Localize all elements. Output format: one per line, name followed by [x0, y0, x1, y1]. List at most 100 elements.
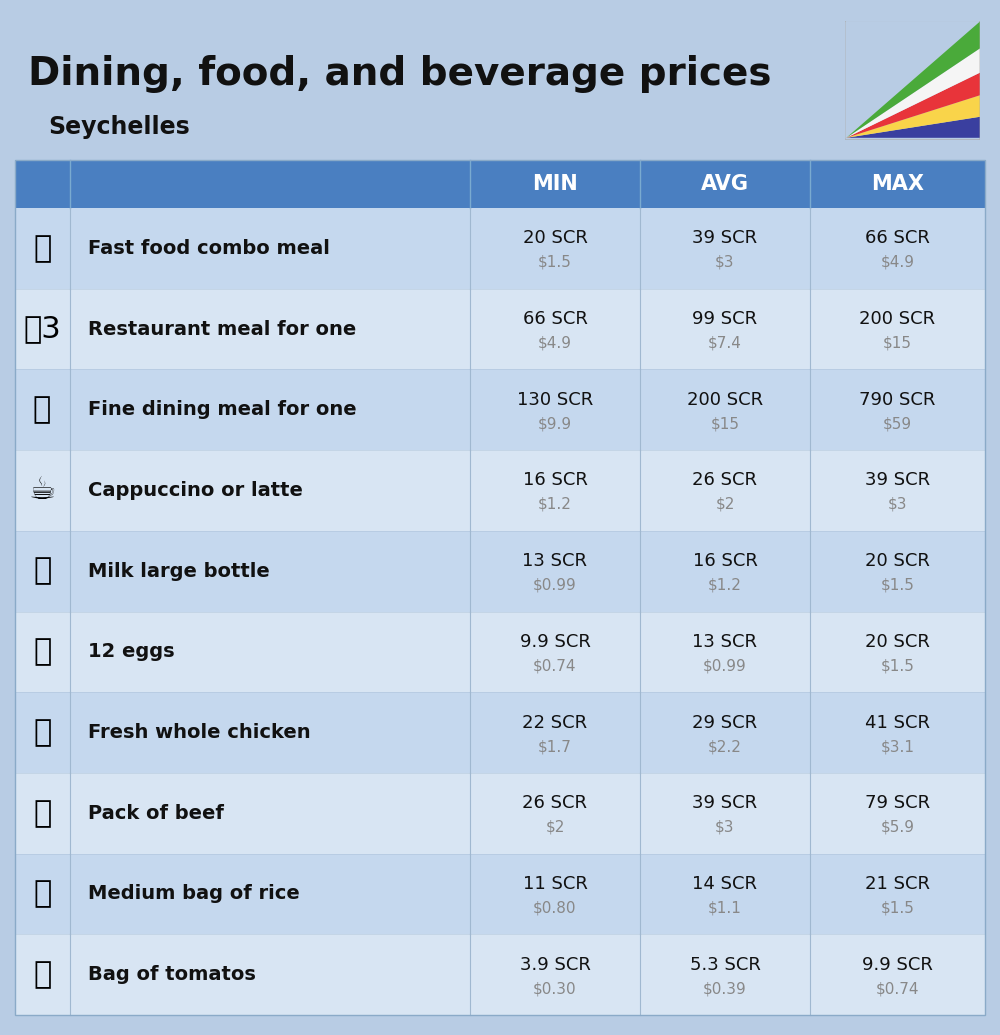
Text: 9.9 SCR: 9.9 SCR: [520, 632, 590, 651]
Polygon shape: [846, 39, 1000, 138]
Text: $59: $59: [883, 416, 912, 432]
Text: $15: $15: [710, 416, 740, 432]
Text: Medium bag of rice: Medium bag of rice: [88, 885, 300, 904]
Text: 66 SCR: 66 SCR: [523, 310, 587, 328]
Text: 20 SCR: 20 SCR: [523, 230, 587, 247]
Polygon shape: [846, 88, 1000, 138]
Text: 🍅: 🍅: [33, 960, 52, 989]
Text: 66 SCR: 66 SCR: [865, 230, 930, 247]
Text: 🌷3: 🌷3: [24, 315, 61, 344]
Text: 39 SCR: 39 SCR: [692, 794, 758, 812]
Bar: [15, 208, 985, 289]
Text: $5.9: $5.9: [881, 820, 914, 835]
Text: AVG: AVG: [701, 174, 749, 194]
Text: MIN: MIN: [532, 174, 578, 194]
Bar: [15, 160, 985, 208]
Text: $2.2: $2.2: [708, 739, 742, 755]
Text: Restaurant meal for one: Restaurant meal for one: [88, 320, 356, 338]
Text: $2: $2: [715, 497, 735, 512]
Text: $1.2: $1.2: [538, 497, 572, 512]
Text: ☕: ☕: [29, 476, 56, 505]
Bar: [15, 612, 985, 692]
Text: 21 SCR: 21 SCR: [865, 875, 930, 893]
Text: 9.9 SCR: 9.9 SCR: [862, 955, 933, 974]
Text: 29 SCR: 29 SCR: [692, 713, 758, 732]
Text: 11 SCR: 11 SCR: [523, 875, 587, 893]
Text: $1.5: $1.5: [881, 900, 914, 915]
Text: MAX: MAX: [871, 174, 924, 194]
Text: 79 SCR: 79 SCR: [865, 794, 930, 812]
Text: $1.5: $1.5: [538, 255, 572, 270]
Text: Cappuccino or latte: Cappuccino or latte: [88, 481, 303, 500]
Text: 🍚: 🍚: [33, 880, 52, 909]
Bar: [15, 160, 985, 1015]
Text: 790 SCR: 790 SCR: [859, 391, 936, 409]
Bar: [15, 450, 985, 531]
Text: 13 SCR: 13 SCR: [692, 632, 758, 651]
Text: $0.39: $0.39: [703, 981, 747, 996]
Text: 🥩: 🥩: [33, 799, 52, 828]
Text: $0.30: $0.30: [533, 981, 577, 996]
Text: $1.2: $1.2: [708, 578, 742, 593]
Polygon shape: [846, 0, 1000, 138]
Bar: [15, 369, 985, 450]
Text: 🍽️: 🍽️: [33, 395, 52, 424]
Bar: [15, 531, 985, 612]
Text: $3: $3: [888, 497, 907, 512]
Text: Bag of tomatos: Bag of tomatos: [88, 966, 256, 984]
Bar: [15, 289, 985, 369]
Text: $7.4: $7.4: [708, 335, 742, 351]
Text: $1.1: $1.1: [708, 900, 742, 915]
Text: $3: $3: [715, 820, 735, 835]
Text: 🍔: 🍔: [33, 234, 52, 263]
Text: 130 SCR: 130 SCR: [517, 391, 593, 409]
Text: 41 SCR: 41 SCR: [865, 713, 930, 732]
Text: Fresh whole chicken: Fresh whole chicken: [88, 723, 311, 742]
Text: 🥛: 🥛: [33, 557, 52, 586]
Text: 🥚: 🥚: [33, 638, 52, 667]
Polygon shape: [846, 0, 1000, 138]
Bar: [15, 692, 985, 773]
Text: 5.3 SCR: 5.3 SCR: [690, 955, 760, 974]
Text: 39 SCR: 39 SCR: [692, 230, 758, 247]
Text: $15: $15: [883, 335, 912, 351]
Text: 26 SCR: 26 SCR: [692, 472, 758, 490]
Text: Milk large bottle: Milk large bottle: [88, 562, 270, 581]
Text: Seychelles: Seychelles: [48, 115, 190, 139]
Text: 13 SCR: 13 SCR: [522, 552, 588, 570]
Text: Fine dining meal for one: Fine dining meal for one: [88, 401, 357, 419]
Text: $0.74: $0.74: [533, 658, 577, 674]
Text: Pack of beef: Pack of beef: [88, 804, 224, 823]
Text: $1.7: $1.7: [538, 739, 572, 755]
Text: $1.5: $1.5: [881, 658, 914, 674]
Text: 14 SCR: 14 SCR: [692, 875, 758, 893]
Text: 99 SCR: 99 SCR: [692, 310, 758, 328]
Polygon shape: [846, 0, 1000, 138]
Bar: [15, 854, 985, 935]
Text: $9.9: $9.9: [538, 416, 572, 432]
Text: $1.5: $1.5: [881, 578, 914, 593]
Text: Fast food combo meal: Fast food combo meal: [88, 239, 330, 258]
Text: $0.80: $0.80: [533, 900, 577, 915]
Text: $0.74: $0.74: [876, 981, 919, 996]
Text: 🍗: 🍗: [33, 718, 52, 747]
Text: $3.1: $3.1: [881, 739, 914, 755]
Text: $4.9: $4.9: [881, 255, 914, 270]
Text: 3.9 SCR: 3.9 SCR: [520, 955, 590, 974]
Text: $4.9: $4.9: [538, 335, 572, 351]
Text: 200 SCR: 200 SCR: [687, 391, 763, 409]
Bar: [15, 935, 985, 1015]
Text: 16 SCR: 16 SCR: [693, 552, 757, 570]
Text: 200 SCR: 200 SCR: [859, 310, 936, 328]
Text: $0.99: $0.99: [703, 658, 747, 674]
Text: $3: $3: [715, 255, 735, 270]
Text: Dining, food, and beverage prices: Dining, food, and beverage prices: [28, 55, 772, 93]
Text: 22 SCR: 22 SCR: [522, 713, 588, 732]
Text: 20 SCR: 20 SCR: [865, 632, 930, 651]
Text: $0.99: $0.99: [533, 578, 577, 593]
Text: 39 SCR: 39 SCR: [865, 472, 930, 490]
Bar: [15, 773, 985, 854]
Text: 12 eggs: 12 eggs: [88, 643, 175, 661]
Text: 20 SCR: 20 SCR: [865, 552, 930, 570]
Text: 26 SCR: 26 SCR: [522, 794, 588, 812]
